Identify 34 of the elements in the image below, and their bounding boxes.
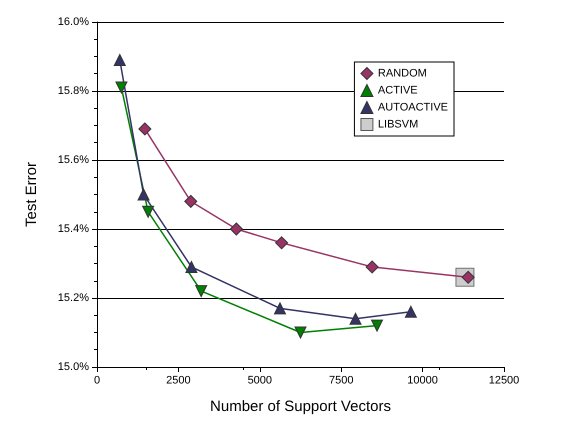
y-axis-title: Test Error bbox=[23, 162, 40, 228]
point bbox=[274, 302, 286, 314]
y-tick-label: 15.8% bbox=[58, 85, 90, 97]
y-tick-label: 16.0% bbox=[58, 16, 90, 28]
legend-label: AUTOACTIVE bbox=[378, 102, 448, 114]
legend-label: LIBSVM bbox=[378, 118, 418, 130]
point bbox=[350, 312, 362, 325]
point bbox=[366, 260, 379, 274]
y-tick-label: 15.4% bbox=[58, 223, 90, 235]
point bbox=[138, 122, 152, 136]
legend-label: RANDOM bbox=[378, 68, 427, 80]
x-tick-label: 0 bbox=[94, 374, 100, 386]
x-tick-label: 7500 bbox=[328, 374, 354, 386]
point bbox=[115, 82, 128, 94]
point bbox=[371, 320, 384, 332]
x-axis-title: Number of Support Vectors bbox=[210, 398, 391, 415]
point bbox=[230, 222, 243, 236]
point bbox=[185, 260, 198, 273]
x-tick-label: 12500 bbox=[488, 374, 520, 386]
point bbox=[195, 285, 208, 298]
point bbox=[404, 306, 417, 318]
point bbox=[294, 326, 306, 338]
y-tick-label: 15.6% bbox=[58, 154, 90, 166]
point bbox=[138, 188, 150, 200]
x-tick-label: 2500 bbox=[166, 374, 191, 386]
y-tick-label: 15.0% bbox=[58, 361, 90, 373]
point bbox=[184, 194, 198, 208]
x-tick-label: 5000 bbox=[248, 374, 272, 386]
legend-label: ACTIVE bbox=[378, 84, 418, 96]
point bbox=[142, 206, 154, 218]
y-tick-label: 15.2% bbox=[58, 292, 90, 304]
point bbox=[114, 54, 126, 66]
point bbox=[275, 236, 288, 250]
x-tick-label: 10000 bbox=[407, 374, 438, 386]
